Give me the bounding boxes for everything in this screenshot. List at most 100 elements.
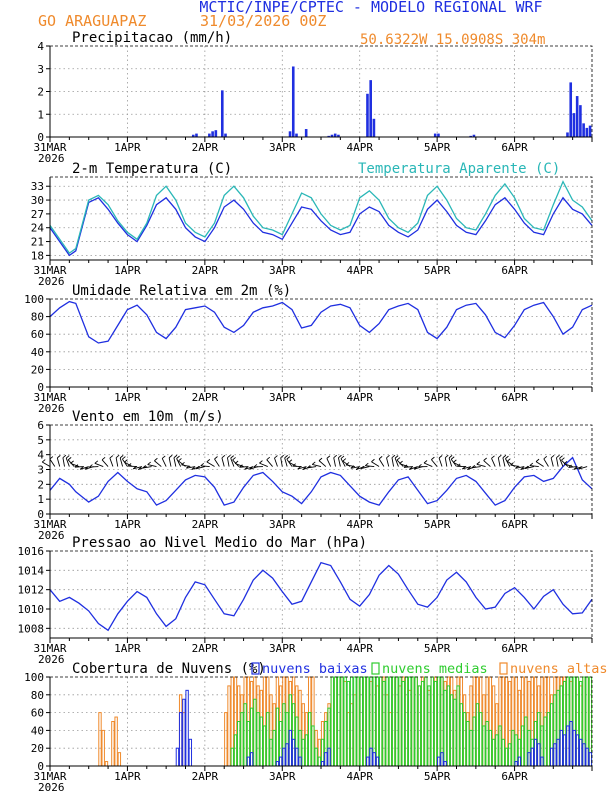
precip-bar (582, 123, 585, 137)
x-tick-label: 4APR (346, 770, 373, 783)
coordinates-label: 50.6322W 15.0908S 304m (360, 32, 545, 48)
wind-barb (483, 460, 491, 467)
cloud-bar-nuvens-medias (356, 676, 360, 767)
wind-barb (378, 458, 385, 467)
y-tick-label: 33 (31, 180, 44, 193)
wind-barb (559, 458, 564, 467)
x-tick-label: 2APR (192, 770, 219, 783)
wind-barb-flag (89, 464, 93, 468)
cloud-bar-nuvens-medias (366, 676, 370, 767)
wind-barb-flag (200, 462, 205, 467)
wind-barb-flag (280, 454, 284, 459)
precip-bar (575, 96, 579, 137)
wind-barb (318, 460, 327, 467)
wind-barb-flag (109, 455, 114, 459)
cloud-bar-nuvens-medias (395, 676, 399, 767)
wind-barb-flag (178, 458, 182, 462)
cloud-bar-nuvens-baixas (320, 761, 325, 767)
wind-barb (326, 458, 332, 467)
wind-barb (312, 463, 322, 467)
wind-barb (230, 457, 235, 467)
wind-barb (70, 462, 80, 467)
precip-bar (585, 127, 589, 137)
wind-barb (502, 457, 506, 467)
cloud-bar-nuvens-medias (398, 676, 402, 767)
cloud-bar-nuvens-medias (388, 676, 393, 767)
wind-barb-flag (74, 464, 79, 468)
wind-barb-flag (333, 454, 338, 459)
cloud-bar-nuvens-altas (111, 721, 115, 767)
wind-barb-flag (274, 455, 278, 459)
precip-bar (291, 66, 295, 137)
x-axis-year: 2026 (38, 275, 65, 288)
x-tick-labels: 31MAR 1APR 2APR 3APR 4APR 5APR 6APR 2026 (33, 137, 593, 165)
cloud-legend: nuvens baixas nuvens medias nuvens altas (251, 661, 608, 677)
plot-area (49, 561, 593, 632)
y-tick-label: 18 (31, 249, 44, 262)
wind-barb-flag (378, 456, 383, 460)
y-tick-label: 40 (31, 346, 44, 359)
y-tick-label: 2 (37, 86, 44, 99)
x-tick-label: 4APR (346, 264, 373, 277)
wind-barb (280, 457, 283, 467)
y-tick-label: 27 (31, 208, 44, 221)
wind-barb-flag (450, 456, 455, 460)
wind-barb-flag (386, 454, 390, 459)
wind-barb-flag (502, 454, 507, 459)
wind-barb-flag (138, 466, 142, 470)
x-tick-label: 4APR (346, 391, 373, 404)
series-line (49, 561, 593, 632)
cloud-bar-nuvens-medias (269, 738, 273, 767)
location-label: GO ARAGUAPAZ (38, 12, 146, 30)
cloud-bar-nuvens-baixas (443, 761, 447, 767)
legend-label: nuvens baixas (262, 661, 368, 677)
legend-label: nuvens altas (510, 661, 608, 677)
y-tick-label: 3 (37, 464, 44, 477)
x-tick-label: 3APR (269, 264, 296, 277)
precip-bar (469, 135, 473, 137)
x-tick-label: 3APR (269, 770, 296, 783)
x-tick-labels: 31MAR 1APR 2APR 3APR 4APR 5APR 6APR 2026 (33, 638, 593, 666)
wind-barb (438, 457, 443, 467)
chart-title: 2-m Temperatura (C) (72, 161, 232, 177)
cloud-bar-nuvens-medias (511, 729, 515, 767)
cloud-bar-nuvens-medias (504, 747, 509, 767)
wind-barb-flag (515, 465, 519, 469)
x-tick-label: 6APR (501, 642, 528, 655)
wind-barb-flag (471, 464, 476, 469)
chart-title: Umidade Relativa em 2m (%) (72, 283, 291, 299)
cloud-bar-nuvens-baixas (185, 689, 189, 767)
wind-barb-flag (403, 464, 408, 468)
chart-title: Vento em 10m (m/s) (72, 409, 224, 425)
cloud-bar-nuvens-medias (266, 712, 270, 767)
cloud-bar-nuvens-baixas (295, 747, 299, 767)
cloud-bar-nuvens-medias (437, 676, 441, 767)
wind-barb (266, 459, 273, 467)
wind-barb (133, 466, 143, 470)
wind-barb-flag (550, 454, 555, 459)
cloud-bar-nuvens-medias (391, 676, 396, 767)
cloud-bar-nuvens-medias (546, 712, 551, 767)
wind-barb-flag (168, 454, 173, 459)
wind-barb-flag (124, 459, 128, 463)
cloud-bar-nuvens-medias (378, 676, 383, 767)
cloud-bar-nuvens-medias (311, 725, 315, 767)
cloud-bar-nuvens-baixas (437, 756, 441, 767)
series-line (49, 196, 593, 257)
cloud-bar-nuvens-medias (253, 698, 257, 767)
wind-barb (535, 461, 544, 467)
wind-barb (239, 466, 249, 468)
cloud-bar-nuvens-baixas (540, 756, 544, 767)
precip-bar (366, 93, 369, 137)
cloud-bar-nuvens-baixas (275, 761, 280, 767)
wind-barb (173, 457, 177, 467)
y-tick-label: 0 (37, 508, 44, 521)
plot-frame (49, 176, 593, 261)
wind-barb (403, 466, 413, 468)
cloud-bar-nuvens-medias (256, 712, 260, 767)
y-tick-label: 3 (37, 63, 44, 76)
chart-title: Precipitacao (mm/h) (72, 30, 232, 46)
cloud-bar-nuvens-medias (475, 703, 480, 767)
wind-barb (168, 457, 172, 467)
plot-area (41, 454, 593, 506)
